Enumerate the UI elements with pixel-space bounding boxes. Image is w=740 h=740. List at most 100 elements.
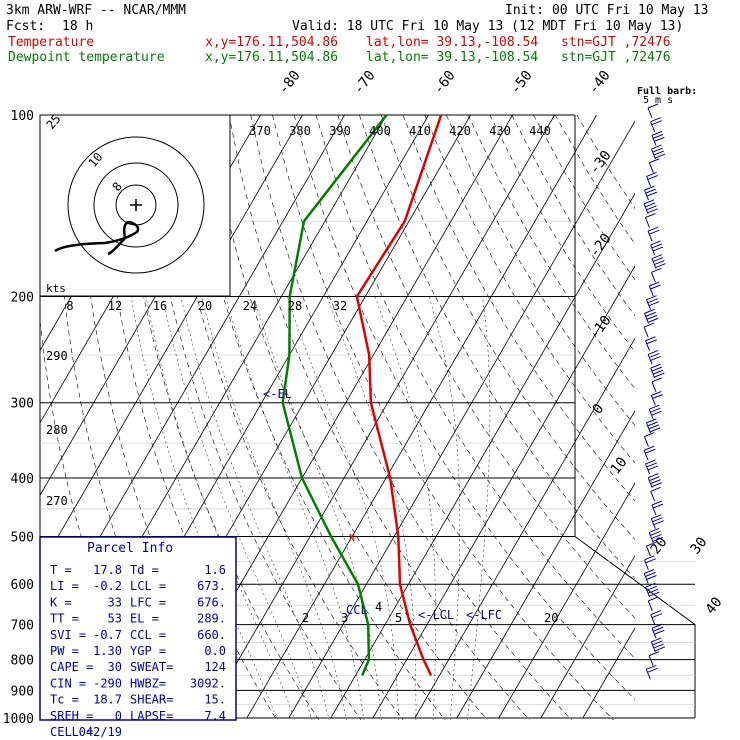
wind-barb-flag <box>652 257 664 263</box>
wind-barb <box>650 614 656 625</box>
moist-adiabat <box>130 296 278 720</box>
wind-barb <box>650 272 656 283</box>
hodograph-ring <box>93 162 179 248</box>
wind-barb-flag <box>647 667 658 673</box>
wind-barb <box>650 518 656 529</box>
dry-adiabat <box>467 115 635 389</box>
wind-barb-flag <box>647 226 659 232</box>
pressure-label: 900 <box>11 684 34 699</box>
wind-barb-flag <box>651 377 663 383</box>
barb-legend-title: Full barb: <box>637 86 697 97</box>
hodo-speed-label: 28 <box>288 299 302 313</box>
parcel-info-cell: CAPE = <box>50 660 93 674</box>
pressure-label: 100 <box>11 109 34 124</box>
wind-barb-flag <box>645 311 656 317</box>
parcel-info-cell: 7.4 <box>204 709 226 723</box>
wind-barb-flag <box>643 322 655 328</box>
hodo-speed-label: 12 <box>108 299 122 313</box>
isotherm-label: 0 <box>590 401 608 417</box>
wind-barb <box>647 477 653 488</box>
isotherm-line <box>540 554 635 719</box>
parcel-info-cell: SHEAR= <box>130 693 173 707</box>
plot-right-edge <box>574 536 696 718</box>
valid-time: Valid: 18 UTC Fri 10 May 13 (12 MDT Fri … <box>292 19 684 34</box>
wind-barb-flag <box>650 240 661 246</box>
wind-barb <box>644 189 649 201</box>
wind-barb-flag <box>645 202 656 208</box>
wind-barb <box>646 422 651 434</box>
dry-adiabat <box>315 115 635 659</box>
parcel-info-cell: 33 <box>108 595 122 609</box>
dry-adiabat <box>380 115 635 540</box>
wind-barb-flag <box>651 410 662 416</box>
wind-barb <box>651 504 657 516</box>
wind-barb-flag <box>650 355 661 361</box>
parcel-info-cell: 30 <box>108 660 122 674</box>
wind-barb <box>643 436 649 447</box>
wind-barb-flag <box>651 500 663 506</box>
parcel-info-cell: TT = <box>50 612 79 626</box>
wind-barb <box>650 121 656 132</box>
wind-barb-flag <box>654 646 666 652</box>
wind-barb <box>648 285 654 297</box>
wind-barb-flag <box>651 514 662 520</box>
parcel-info-cell: 1.30 <box>93 644 122 658</box>
dry-adiabat <box>185 115 446 720</box>
aux-label: 5 <box>395 611 402 625</box>
wind-barb-flag <box>648 473 659 479</box>
dry-adiabat <box>120 115 320 720</box>
wind-barb-flag <box>651 366 663 372</box>
hodo-speed-label: 24 <box>243 299 257 313</box>
wind-barb <box>647 231 653 242</box>
dry-adiabat <box>533 115 635 281</box>
parcel-info-cell: K = <box>50 595 72 609</box>
parcel-info-cell: CCL = <box>130 628 166 642</box>
wind-barb-flag <box>646 585 658 591</box>
aux-label: 3 <box>341 611 348 625</box>
init-time: Init: 00 UTC Fri 10 May 13 <box>505 3 709 18</box>
temperature-legend-latlon: lat,lon= 39.13,-108.54 <box>366 35 539 50</box>
wind-barb-flag <box>644 308 655 314</box>
wind-barb <box>645 586 651 598</box>
pressure-label: 400 <box>11 472 34 487</box>
wind-barb-flag <box>645 558 656 564</box>
dry-adiabat <box>272 115 614 720</box>
aux-label: 270 <box>46 494 68 508</box>
wind-barb-flag <box>651 267 662 273</box>
wind-barb-flag <box>647 208 658 214</box>
hodo-speed-label: 32 <box>333 299 347 313</box>
isotherm-label: -10 <box>587 313 615 343</box>
isotherm-line <box>498 482 635 719</box>
wind-barb-flag <box>651 482 662 488</box>
wind-barb-flag <box>649 158 660 164</box>
wind-barb <box>645 217 650 228</box>
wind-barb-flag <box>647 174 658 180</box>
dry-adiabat <box>359 115 635 579</box>
wind-barb-flag <box>651 623 663 629</box>
wind-barb-flag <box>647 588 659 594</box>
wind-barb-flag <box>650 530 661 536</box>
wind-barb <box>647 600 653 612</box>
hodograph-center <box>130 199 142 211</box>
isotherm-line <box>288 120 635 719</box>
wind-barb-flag <box>652 369 664 375</box>
wind-barb-flag <box>646 462 657 468</box>
level-marker: <-LFC <box>466 608 502 622</box>
wind-barb-flag <box>650 486 661 492</box>
aux-label: 4 <box>375 600 382 614</box>
wind-barb-flag <box>648 527 660 533</box>
parcel-info-cell: 0.0 <box>204 644 226 658</box>
wind-barb-flag <box>651 391 662 396</box>
dry-adiabat <box>576 115 635 209</box>
parcel-info-cell: 0 <box>115 709 122 723</box>
parcel-info-cell: 676. <box>197 595 226 609</box>
pressure-label: 1000 <box>3 712 34 727</box>
isotherm-label: -80 <box>276 68 304 98</box>
pressure-label: 800 <box>11 654 34 669</box>
wind-barb-flag <box>643 445 655 451</box>
wind-barb-flag <box>648 424 660 430</box>
theta-label: 410 <box>409 124 431 138</box>
wind-barb-flag <box>654 153 666 159</box>
parcel-info-cell: LFC = <box>130 595 166 609</box>
